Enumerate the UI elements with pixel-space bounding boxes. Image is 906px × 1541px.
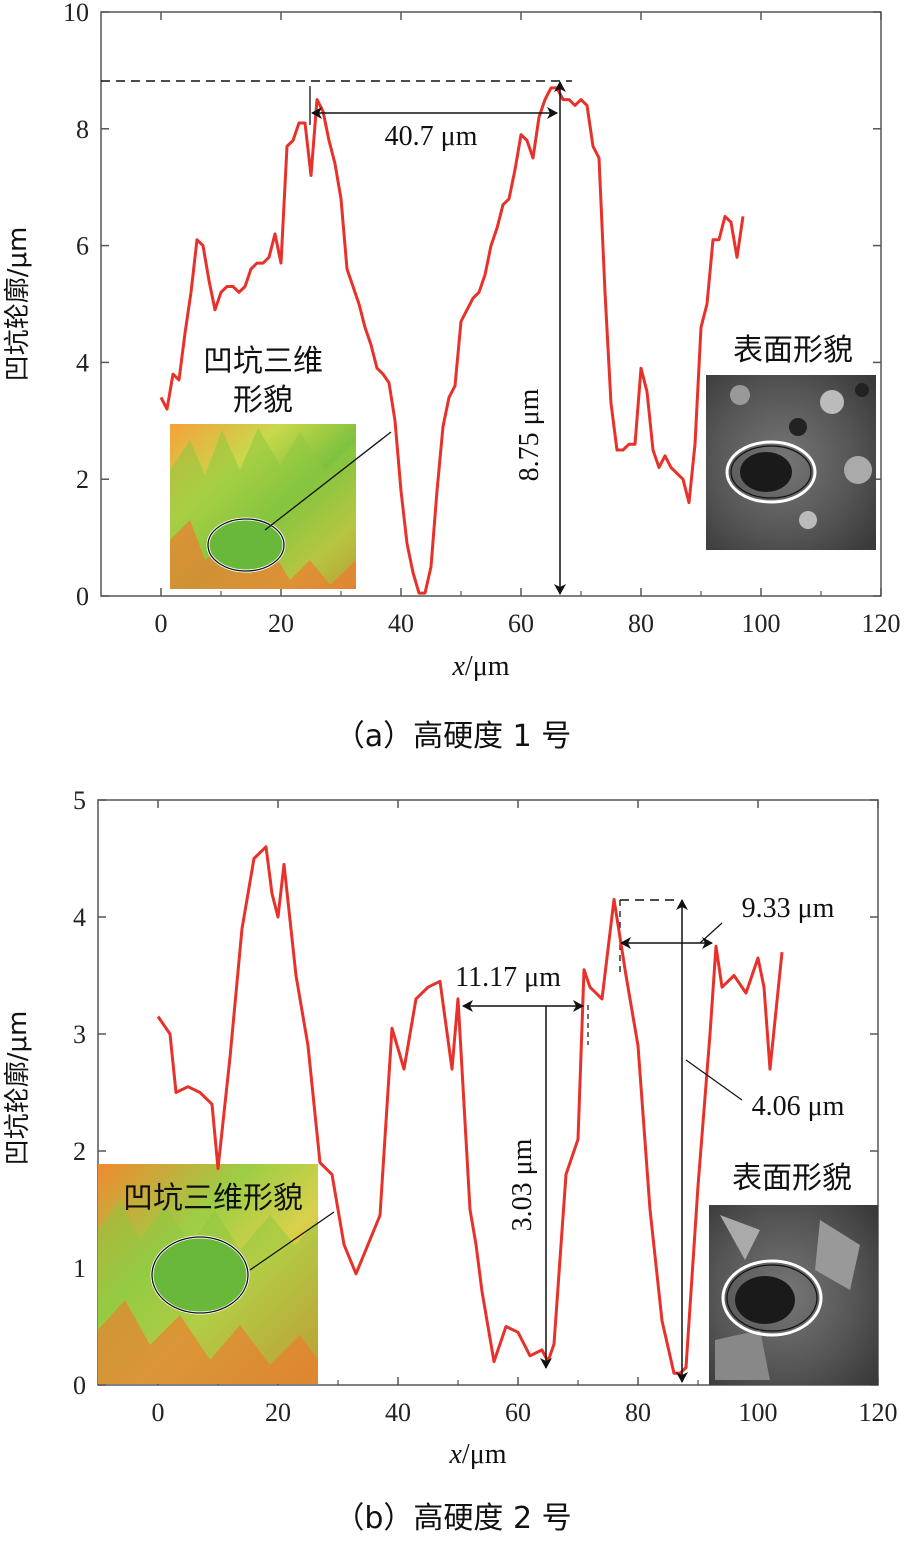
topography-title-a-line2: 形貌 [233,383,293,418]
inset-pointer-a [264,431,392,531]
x-tick-label: 120 [862,609,901,638]
x-axis-unit-a: /μm [465,651,510,682]
y-tick-label: 5 [73,786,86,815]
profile-line-a [159,86,745,595]
leader-4-06 [685,1059,743,1101]
x-tick-label: 40 [388,609,414,638]
x-tick-label: 0 [152,1398,165,1427]
x-tick-label: 60 [508,609,534,638]
plot-frame-b [97,799,879,1386]
sem-inset-a [706,375,876,550]
y-tick-label: 1 [73,1254,86,1283]
y-tick-label: 4 [73,903,86,932]
width-label-b2: 9.33 μm [742,893,835,924]
x-tick-labels-a: 0 20 40 60 80 100 120 [155,609,901,638]
topography-inset-b [98,1164,318,1384]
x-tick-label: 20 [268,609,294,638]
x-tick-label: 0 [155,609,168,638]
y-tick-labels-a: 0 2 4 6 8 10 [63,0,89,611]
panel-a: 40.7 μm 8.75 μm 凹坑三维 形貌 表面形貌 0 2 4 6 8 10 0 20… [3,0,901,754]
panel-b: 11.17 μm 3.03 μm 9.33 μm 4.06 μm 凹坑三维形貌 … [3,786,898,1536]
y-tick-label: 0 [73,1371,86,1400]
y-tick-label: 0 [76,582,89,611]
x-tick-label: 20 [265,1398,291,1427]
inset-pointer-b [249,1211,335,1271]
x-tick-labels-b: 0 20 40 60 80 100 120 [152,1398,898,1427]
x-axis-var-b: x [448,1439,462,1470]
y-tick-label: 10 [63,0,89,27]
plot-frame-a [100,11,882,597]
x-axis-label-b: x/μm [448,1439,506,1470]
x-tick-label: 100 [742,609,781,638]
y-tick-labels-b: 0 1 2 3 4 5 [73,786,86,1400]
x-tick-marks-a [160,12,882,596]
width-label-a: 40.7 μm [385,121,478,152]
x-tick-label: 80 [625,1398,651,1427]
width-label-b1: 11.17 μm [455,962,561,993]
caption-b: （b）高硬度 2 号 [334,1501,571,1536]
leader-9-33 [699,922,723,944]
x-tick-label: 60 [505,1398,531,1427]
y-axis-label-a: 凹坑轮廓/μm [3,227,33,382]
profile-line-b [156,845,784,1375]
y-axis-label-b: 凹坑轮廓/μm [3,1011,33,1166]
x-tick-label: 120 [859,1398,898,1427]
y-tick-label: 3 [73,1020,86,1049]
depth-label-b2: 4.06 μm [752,1091,845,1122]
x-tick-label: 40 [385,1398,411,1427]
topography-title-a-line1: 凹坑三维 [203,344,323,379]
topography-title-b: 凹坑三维形貌 [123,1181,303,1216]
x-axis-unit-b: /μm [462,1439,507,1470]
caption-a: （a）高硬度 1 号 [335,719,572,754]
y-tick-label: 6 [76,232,89,261]
y-tick-label: 2 [73,1137,86,1166]
x-tick-label: 80 [628,609,654,638]
depth-label-b1: 3.03 μm [507,1138,538,1231]
sem-title-a: 表面形貌 [733,333,853,368]
x-tick-label: 100 [739,1398,778,1427]
y-tick-label: 8 [76,115,89,144]
sem-inset-b [709,1205,878,1385]
sem-title-b: 表面形貌 [732,1161,852,1196]
topography-inset-a [170,424,356,589]
y-tick-label: 4 [76,348,89,377]
depth-label-a: 8.75 μm [514,388,545,481]
x-axis-label-a: x/μm [451,651,509,682]
x-axis-var-a: x [451,651,465,682]
y-tick-label: 2 [76,465,89,494]
